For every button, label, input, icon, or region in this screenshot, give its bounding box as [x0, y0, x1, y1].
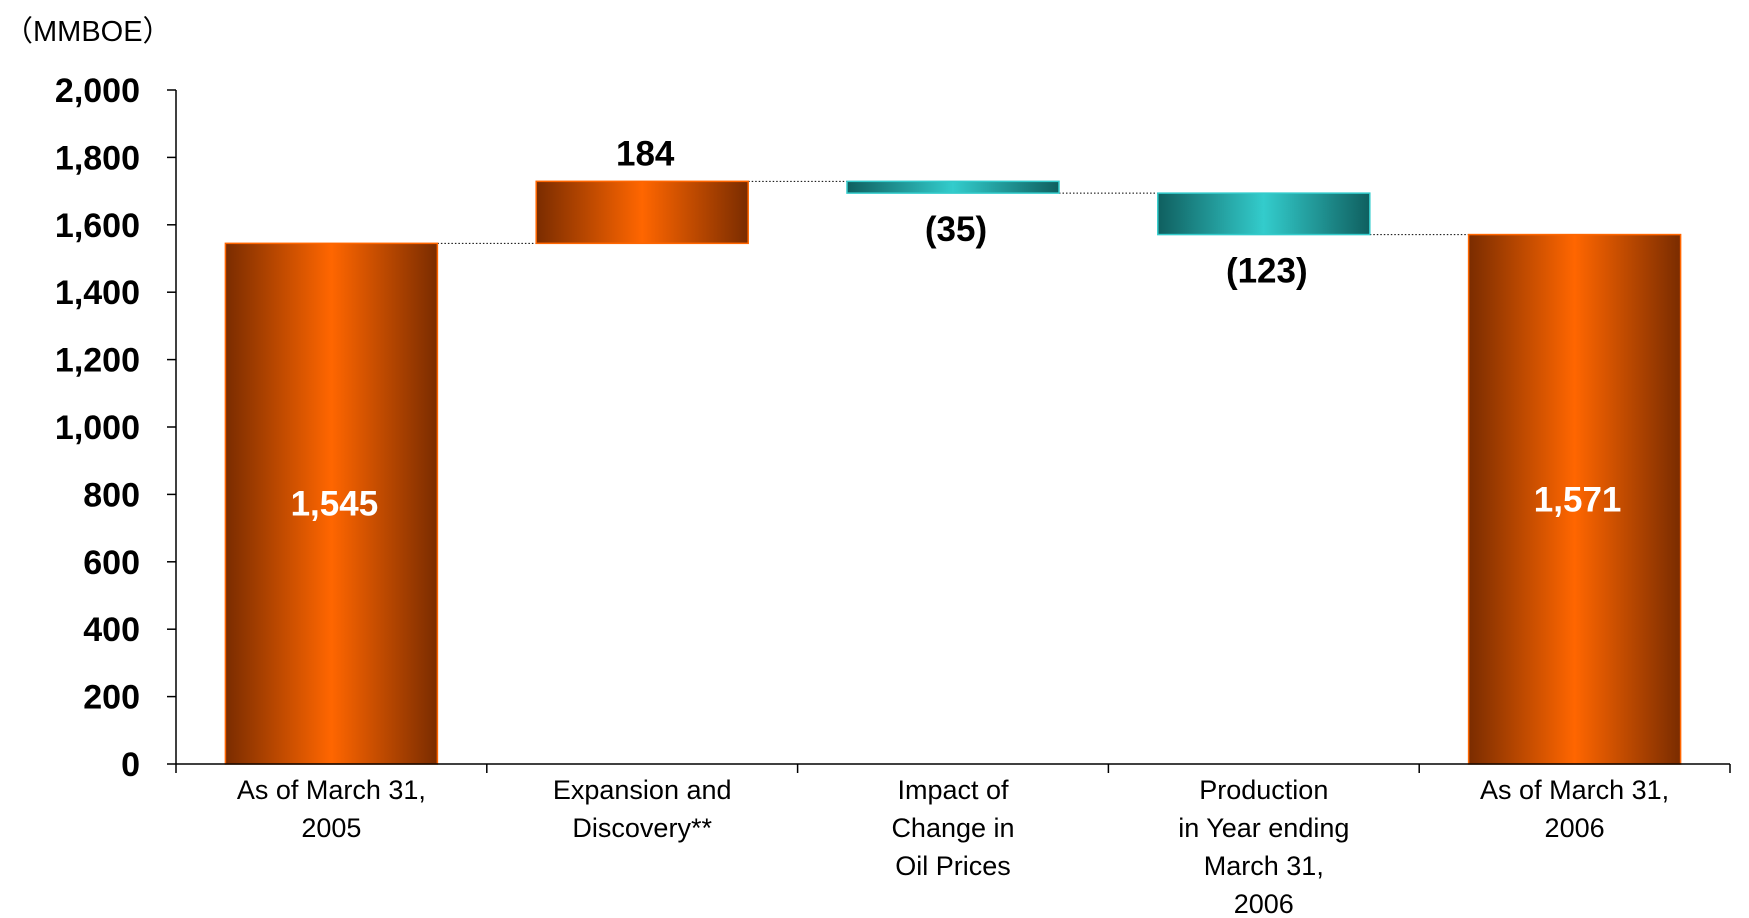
y-axis: 0 200 400 600 800 1,000 1,200 1,400 1,600 1,800 2,… — [55, 72, 177, 784]
y-tick-label: 1,000 — [55, 409, 140, 447]
data-label: 1,545 — [291, 485, 379, 524]
decrease-bar — [846, 180, 1060, 194]
connector-lines — [437, 180, 1469, 244]
y-tick-label: 2,000 — [55, 72, 140, 110]
y-tick-label: 1,200 — [55, 342, 140, 380]
x-axis: As of March 31, 2005 Expansion and Discover… — [175, 763, 1731, 918]
decrease-bar — [1157, 192, 1371, 236]
x-category-label: Impact of Change in Oil Prices — [891, 775, 1014, 881]
data-label: 184 — [616, 134, 675, 173]
y-tick-label: 800 — [83, 476, 140, 514]
data-label: (123) — [1226, 252, 1308, 291]
x-category-label: Expansion and Discovery** — [553, 775, 732, 843]
y-axis-unit-label: （MMBOE） — [4, 16, 172, 48]
y-tick-label: 1,400 — [55, 274, 140, 312]
y-tick-label: 0 — [121, 746, 140, 784]
y-tick-label: 400 — [83, 611, 140, 649]
x-category-label: Production in Year ending March 31, 2006 — [1178, 775, 1349, 918]
y-tick-label: 1,800 — [55, 139, 140, 177]
total-bar — [224, 242, 439, 765]
y-tick-label: 1,600 — [55, 207, 140, 245]
x-category-label: As of March 31, 2005 — [237, 775, 426, 843]
y-tick-label: 200 — [83, 679, 140, 717]
x-category-label: As of March 31, 2006 — [1480, 775, 1669, 843]
data-label: 1,571 — [1534, 480, 1622, 519]
bars — [224, 180, 1682, 765]
increase-bar — [535, 180, 749, 245]
y-tick-label: 600 — [83, 544, 140, 582]
data-label: (35) — [925, 210, 987, 249]
data-labels: 1,545 184 (35) (123) 1,571 — [291, 134, 1622, 523]
